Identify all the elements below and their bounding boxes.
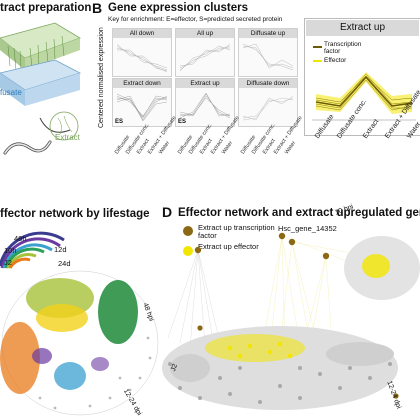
cluster-label: Diffusate down [239, 79, 297, 88]
cluster-label: All up [176, 29, 234, 38]
gene-label: Hsc_gene_14352 [278, 224, 337, 233]
cluster-lines [179, 43, 231, 72]
ring-label-10h: 10h [4, 246, 17, 255]
cluster-diffusate-down: Diffusate down [238, 78, 298, 127]
cluster-lines [242, 43, 294, 71]
ring-label-48h: 48h [14, 234, 27, 243]
extract-up-lines [312, 72, 416, 121]
cluster-label: Diffusate up [239, 29, 297, 38]
panel-b-ylabel: Centered normalised expression [98, 27, 105, 128]
effector-legend-label: Effector [324, 57, 347, 64]
ring-label-12d: 12d [54, 245, 67, 254]
lifestage-rings [0, 231, 65, 269]
extract-preparation-illustration [0, 22, 82, 155]
cluster-label: Extract up [176, 79, 234, 88]
extract-upregulated-network [162, 232, 420, 410]
effector-legend-dot [183, 246, 193, 256]
cluster-lines [116, 43, 168, 73]
extract-label: Extract [55, 133, 80, 142]
effector-legend-label: Extract up effector [198, 242, 259, 251]
cluster-label: Extract down [113, 79, 171, 88]
cluster-diffusate-up: Diffusate up [238, 28, 298, 77]
cluster-label: All down [113, 29, 171, 38]
lifestage-network [0, 270, 159, 416]
panel-d-letter: D [162, 204, 173, 220]
panel-b-letter: B [92, 0, 103, 16]
panel-d-title: Effector network and extract upregulated… [178, 207, 420, 219]
diffusate-label: fusate [0, 88, 22, 97]
tf-swatch [313, 46, 322, 48]
panel-c-title: ffector network by lifestage [0, 208, 150, 220]
tf-legend-dot [183, 226, 193, 236]
extract-up-title: Extract up [306, 20, 419, 36]
cluster-lines [242, 95, 294, 121]
panel-b-key: Key for enrichment: E=effector, S=predic… [108, 16, 283, 23]
cluster-extract-up: Extract up ES [175, 78, 235, 127]
enrichment-mark: ES [115, 119, 124, 125]
cluster-lines [116, 93, 168, 122]
tf-legend-label: Transcription factor [324, 41, 362, 55]
cluster-extract-down: Extract down ES [112, 78, 172, 127]
cluster-lines [179, 92, 231, 119]
ring-label-j2: J2 [4, 258, 12, 267]
cluster-all-up: All up [175, 28, 235, 77]
cluster-all-down: All down [112, 28, 172, 77]
effector-swatch [313, 60, 322, 62]
panel-a-title: tract preparation [0, 2, 92, 14]
ring-label-24d: 24d [58, 259, 71, 268]
enrichment-mark: ES [178, 119, 187, 125]
tf-legend-label: Extract up transcription factor [198, 223, 275, 240]
panel-b-title: Gene expression clusters [108, 2, 248, 14]
